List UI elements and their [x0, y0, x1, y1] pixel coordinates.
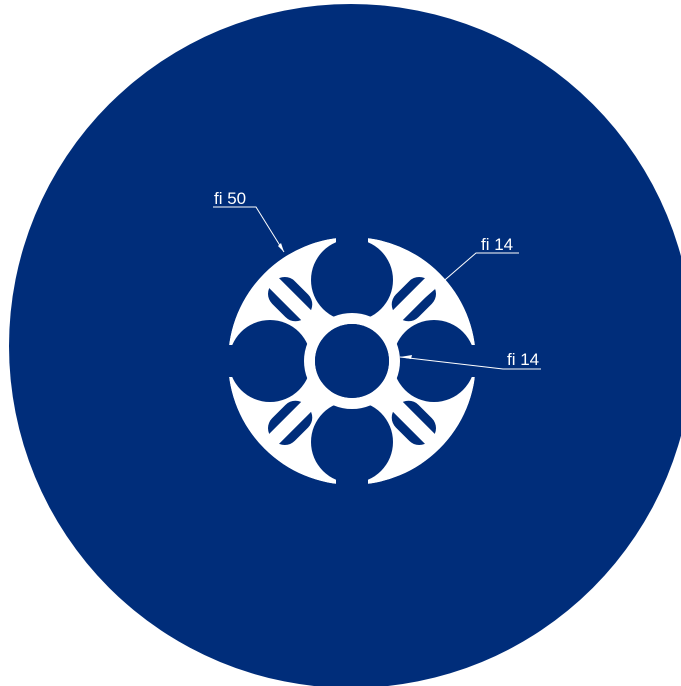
label-inner-lobe-diameter: fi 14 [481, 235, 513, 254]
label-outer-diameter: fi 50 [214, 189, 246, 208]
annotation-inner-lobe-diameter: fi 14 [386, 235, 519, 331]
label-center-bore-diameter: fi 14 [507, 350, 539, 369]
arrowhead [387, 320, 397, 330]
arrowhead [400, 355, 412, 359]
leader-line [213, 206, 285, 253]
leader-line [399, 356, 541, 370]
leader-line [386, 252, 519, 331]
arrowhead [278, 243, 284, 252]
annotation-outer-diameter: fi 50 [213, 189, 285, 253]
annotation-center-bore-diameter: fi 14 [399, 350, 541, 370]
